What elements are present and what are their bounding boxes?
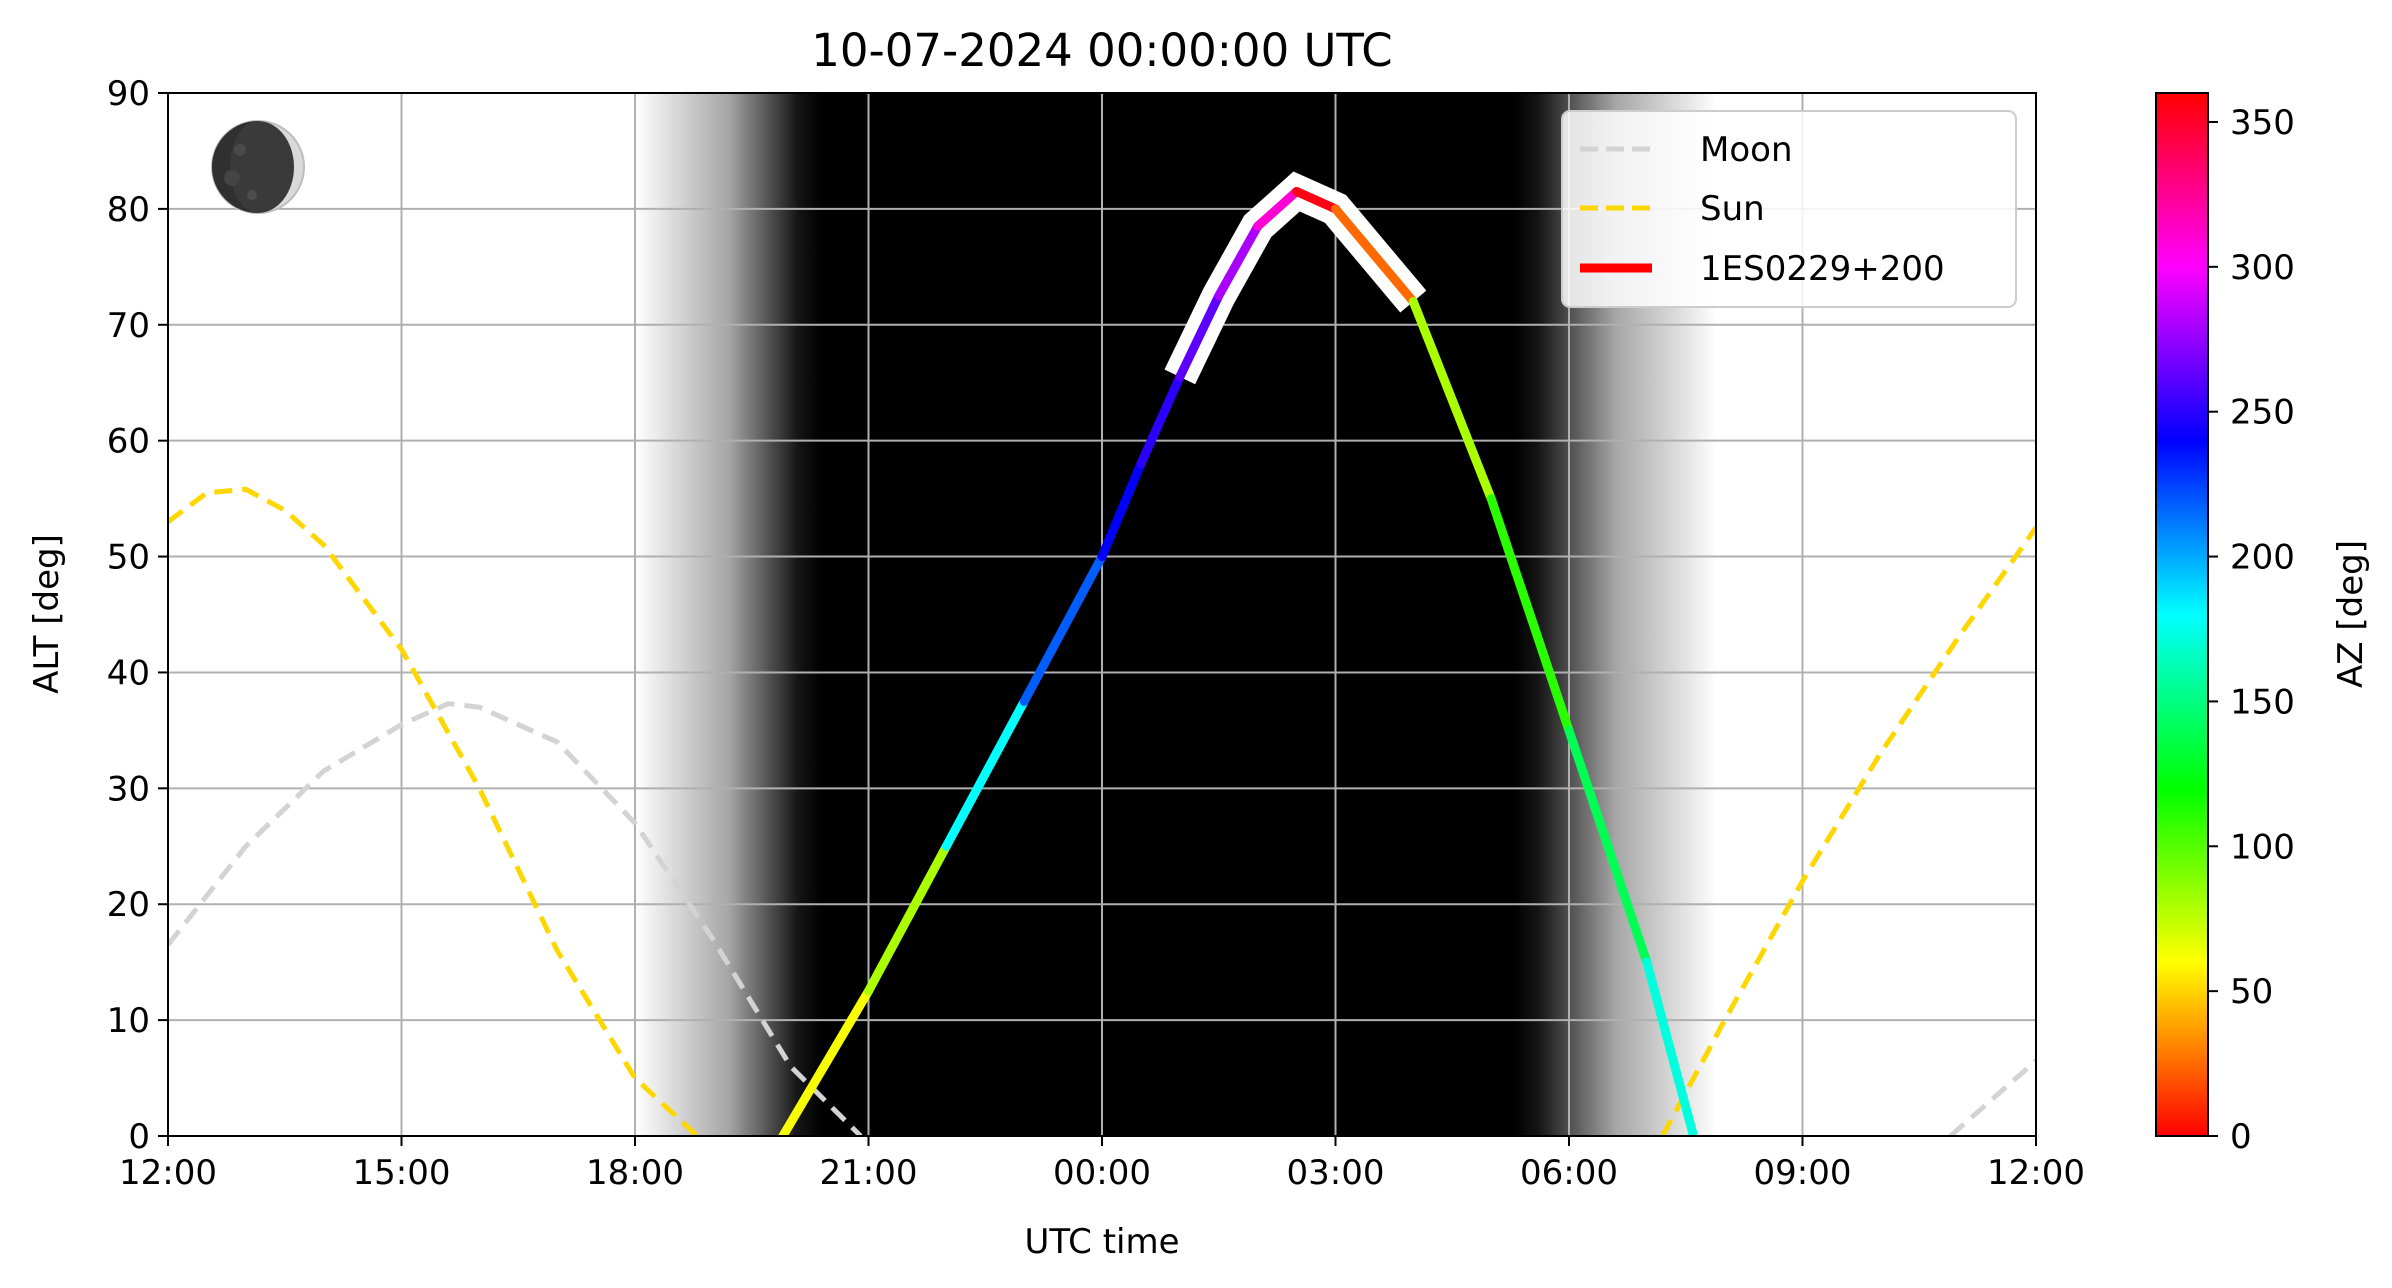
- source-altitude-segment: [1253, 187, 1302, 231]
- x-tick-label: 06:00: [1520, 1153, 1618, 1193]
- series-layer: [168, 171, 2036, 1136]
- sun-altitude-line: [1660, 526, 2036, 1136]
- source-altitude-segment: [778, 986, 873, 1136]
- legend-moon-label: Moon: [1700, 130, 1793, 170]
- y-tick-label: 20: [107, 885, 150, 925]
- legend: Moon Sun 1ES0229+200: [1561, 110, 2017, 308]
- y-tick-label: 90: [107, 74, 150, 114]
- colorbar-tick-label: 250: [2230, 393, 2295, 433]
- colorbar-tick-label: 350: [2230, 103, 2295, 143]
- source-altitude-segment: [1408, 297, 1496, 504]
- y-tick-label: 60: [107, 422, 150, 462]
- source-altitude-segment: [1642, 957, 1699, 1136]
- x-tick-label: 12:00: [1987, 1153, 2085, 1193]
- source-altitude-segment: [1175, 291, 1224, 382]
- source-altitude-segment: [864, 841, 951, 996]
- y-tick-label: 10: [107, 1001, 150, 1041]
- colorbar-tick-label: 300: [2230, 248, 2295, 288]
- sun-altitude-line: [168, 486, 700, 1136]
- moon-phase-icon: [211, 120, 305, 214]
- source-altitude-segment: [1214, 221, 1263, 301]
- y-tick-label: 80: [107, 190, 150, 230]
- x-tick-label: 09:00: [1754, 1153, 1852, 1193]
- x-tick-label: 00:00: [1053, 1153, 1151, 1193]
- y-ticks: 0 10 20 30 40 50 60 70 80 90: [107, 74, 168, 1157]
- x-tick-label: 15:00: [353, 1153, 451, 1193]
- legend-sun-label: Sun: [1700, 189, 1765, 229]
- colorbar-gradient: [2155, 92, 2209, 1137]
- source-altitude-segment: [1136, 372, 1185, 469]
- source-altitude-segment: [1097, 459, 1146, 562]
- source-altitude-segment: [941, 696, 1029, 851]
- source-altitude-segment: [1019, 552, 1107, 706]
- source-altitude-segment: [1331, 204, 1418, 307]
- colorbar-tick-label: 50: [2230, 972, 2273, 1012]
- source-altitude-segment: [1486, 494, 1574, 735]
- chart-title: 10-07-2024 00:00:00 UTC: [811, 24, 1392, 77]
- colorbar-label: AZ [deg]: [2331, 540, 2371, 688]
- x-tick-label: 21:00: [820, 1153, 918, 1193]
- colorbar-tick-label: 0: [2230, 1117, 2252, 1157]
- colorbar: 0 50 100 150 200 250 300 350 AZ [deg]: [2155, 92, 2371, 1157]
- y-tick-label: 40: [107, 653, 150, 693]
- x-axis-label: UTC time: [1024, 1222, 1179, 1262]
- colorbar-tick-label: 100: [2230, 827, 2295, 867]
- y-tick-label: 50: [107, 538, 150, 578]
- y-tick-label: 70: [107, 306, 150, 346]
- legend-source-label: 1ES0229+200: [1700, 249, 1945, 289]
- source-altitude-segment: [1564, 725, 1652, 967]
- plot-area: 12:00 15:00 18:00 21:00 00:00 03:00 06:00 09:00…: [27, 24, 2085, 1262]
- y-axis-label: ALT [deg]: [27, 534, 67, 694]
- x-tick-label: 12:00: [119, 1153, 217, 1193]
- moon-altitude-line-late: [1948, 1058, 2036, 1136]
- x-tick-label: 18:00: [586, 1153, 684, 1193]
- x-ticks: 12:00 15:00 18:00 21:00 00:00 03:00 06:00 09:00…: [119, 1136, 2085, 1193]
- x-tick-label: 03:00: [1287, 1153, 1385, 1193]
- colorbar-tick-label: 200: [2230, 538, 2295, 578]
- source-altitude-segment: [1292, 187, 1340, 214]
- y-tick-label: 0: [128, 1117, 150, 1157]
- moon-altitude-line: [168, 701, 863, 1136]
- colorbar-tick-label: 150: [2230, 682, 2295, 722]
- colorbar-ticks: 0 50 100 150 200 250 300 350: [2208, 103, 2295, 1157]
- y-tick-label: 30: [107, 769, 150, 809]
